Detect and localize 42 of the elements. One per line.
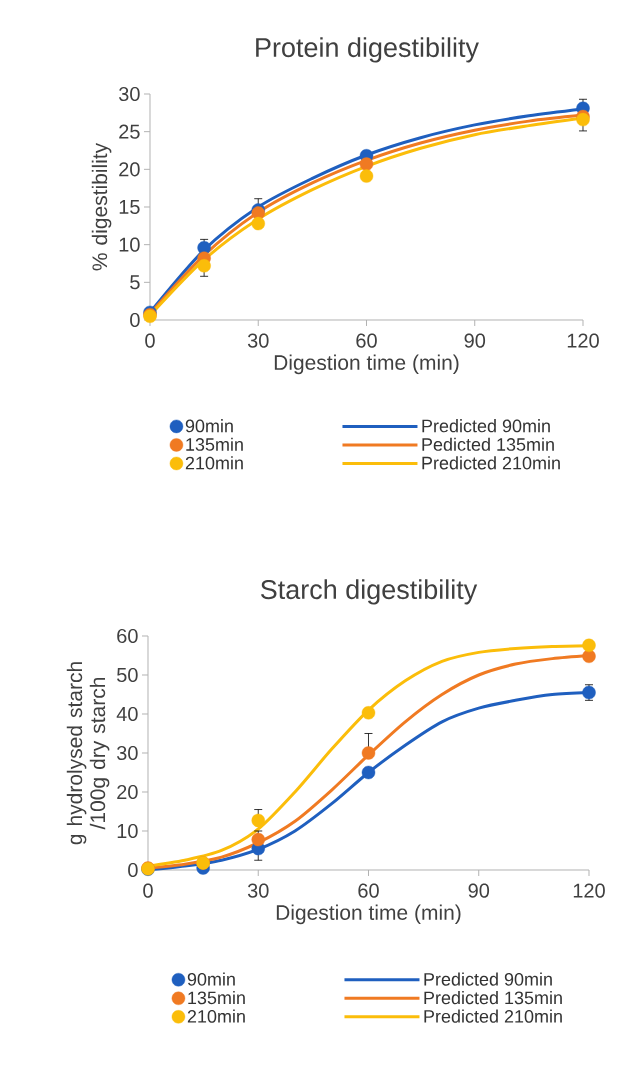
legend-label: 210min (187, 1009, 245, 1023)
y-tick-label: 50 (117, 667, 138, 683)
x-tick-label: 90 (468, 883, 490, 898)
legend-label: 135min (188, 991, 245, 1005)
x-tick-label: 30 (247, 883, 269, 898)
y-tick-label: 20 (117, 784, 138, 800)
x-tick-label: 90 (464, 333, 486, 348)
x-tick-label: 120 (573, 883, 605, 898)
legend-label: Predicted 90min (422, 419, 550, 433)
y-tick-label: 60 (117, 628, 138, 644)
y-tick-label: 10 (117, 823, 138, 839)
legend-label: 135min (186, 437, 243, 451)
y-axis-title: g hydrolysed starch /100g dry starch (66, 662, 110, 845)
y-tick-label: 10 (119, 237, 140, 252)
legend-label: 210min (185, 456, 243, 470)
x-tick-label: 30 (247, 333, 269, 348)
y-tick-label: 20 (119, 162, 140, 177)
legend-label: Predicted 210min (422, 456, 560, 470)
y-tick-label: 30 (118, 86, 140, 102)
x-tick-label: 120 (567, 333, 599, 348)
x-tick-label: 0 (145, 333, 155, 348)
y-tick-label: 25 (119, 124, 140, 139)
chart-title: Protein digestibility (256, 37, 479, 63)
legend-label: Pedicted 135min (422, 437, 554, 451)
legend-label: Predicted 210min (424, 1009, 562, 1023)
y-tick-label: 5 (130, 275, 140, 290)
legend-label: Predicted 90min (424, 972, 552, 986)
x-tick-label: 0 (143, 883, 153, 898)
legend-label: Predicted 135min (424, 991, 562, 1005)
x-axis-title: Digestion time (min) (274, 354, 459, 375)
legend-label: 90min (185, 419, 233, 433)
chart-title: Starch digestibility (260, 579, 478, 605)
x-tick-label: 60 (358, 883, 379, 898)
legend-label: 90min (187, 972, 235, 986)
y-tick-label: 30 (116, 745, 138, 761)
y-tick-label: 0 (128, 862, 138, 878)
y-tick-label: 0 (130, 312, 140, 328)
y-axis-title: % digestibility (91, 142, 112, 271)
y-tick-label: 40 (116, 706, 138, 722)
x-axis-title: Digestion time (min) (276, 904, 461, 925)
x-tick-label: 60 (356, 333, 377, 348)
y-tick-label: 15 (119, 200, 140, 214)
